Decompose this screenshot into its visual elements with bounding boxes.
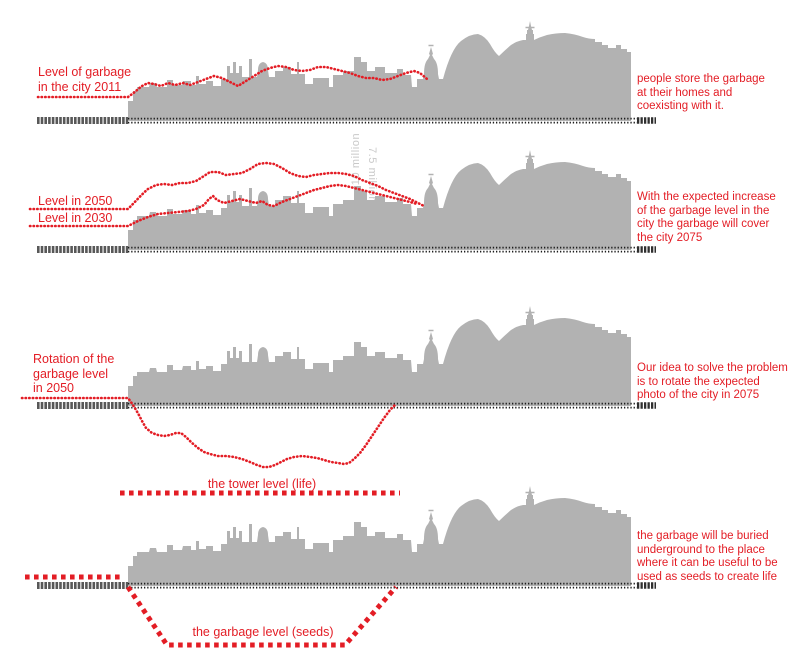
- panel-3-left-label-line-2: garbage level: [33, 366, 109, 381]
- panel-1-left-label-line-2: in the city 2011: [38, 79, 122, 94]
- skyline-panel-2: [128, 150, 631, 250]
- panel-3-left-label: Rotation of the garbage level in 2050: [33, 352, 114, 396]
- panel-3-left-label-line-3: in 2050: [33, 381, 75, 395]
- panel-2-right-label-line-4: the city 2075: [637, 231, 703, 244]
- skyline-panel-1: [128, 21, 631, 121]
- skyline-panel-3: [128, 306, 631, 406]
- panel-3-right-label-line-2: is to rotate the expected: [637, 375, 760, 388]
- level-2030-label: Level in 2030: [38, 211, 113, 225]
- panel-1-left-label: Level of garbage in the city 2011: [38, 65, 131, 94]
- rotated-garbage-level-line: [20, 396, 398, 469]
- panel-2-right-label-line-1: With the expected increase: [637, 191, 776, 203]
- level-2030-line: [28, 183, 419, 228]
- panel-4-right-label: the garbage will be buried underground t…: [637, 530, 778, 584]
- panel-3-right-label-line-1: Our idea to solve the problem: [637, 362, 788, 374]
- panel-2-right-label-line-3: city the garbage will cover: [637, 218, 770, 230]
- panel-4-right-label-line-4: used as seeds to create life: [637, 570, 777, 583]
- panel-1-right-label-line-1: people store the garbage: [637, 73, 765, 85]
- panel-3-left-label-line-1: Rotation of the: [33, 352, 115, 366]
- panel-4-right-label-line-2: underground to the place: [637, 543, 765, 556]
- garbage-level-2011-line: [36, 64, 429, 99]
- panel-3-right-label: Our idea to solve the problem is to rota…: [637, 362, 788, 403]
- panel-1-right-label: people store the garbage at their homes …: [637, 73, 765, 114]
- panel-3-right-label-line-3: photo of the city in 2075: [637, 389, 760, 401]
- level-2050-line: [28, 161, 426, 211]
- skyline-panel-4: [128, 486, 631, 586]
- level-2050-label: Level in 2050: [38, 194, 113, 208]
- panel-1-right-label-line-3: coexisting with it.: [637, 100, 724, 112]
- panel-4-right-label-line-1: the garbage will be buried: [637, 530, 769, 542]
- panel-2-right-label: With the expected increase of the garbag…: [637, 191, 776, 245]
- tower-level-label: the tower level (life): [207, 477, 317, 491]
- panel-4-right-label-line-3: where it can be useful to be: [637, 557, 778, 569]
- panel-1-left-label-line-1: Level of garbage: [38, 65, 132, 79]
- panel-2-right-label-line-2: of the garbage level in the: [637, 204, 770, 217]
- garbage-seeds-level-label: the garbage level (seeds): [192, 625, 334, 639]
- panel-1-right-label-line-2: at their homes and: [637, 86, 733, 99]
